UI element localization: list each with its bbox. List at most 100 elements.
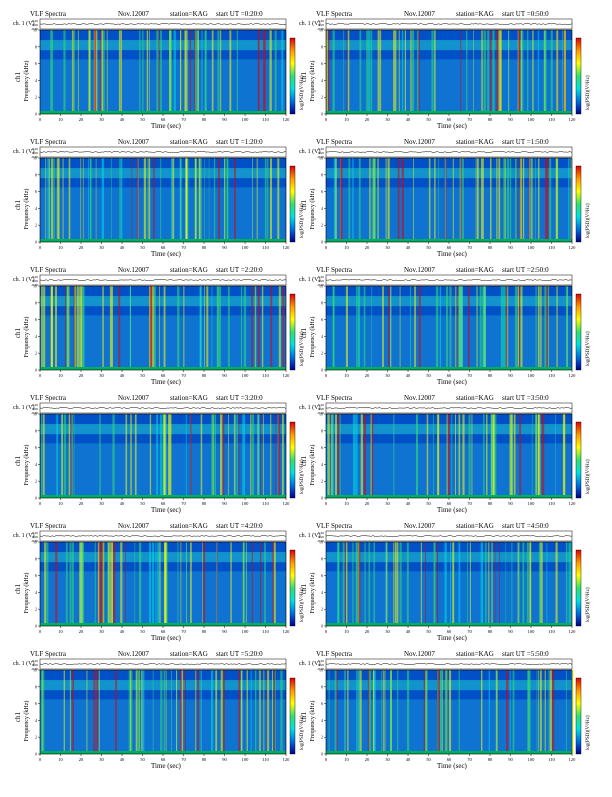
freq-tick-label: 2 <box>35 479 37 484</box>
time-tick-label: 30 <box>385 757 390 762</box>
freq-tick-label: 2 <box>321 351 323 356</box>
colorbar <box>289 165 296 243</box>
time-tick-label: 60 <box>161 245 166 250</box>
freq-tick-label: 0 <box>321 496 323 501</box>
panel-start-time: start UT =2:50:0 <box>502 266 549 274</box>
time-tick-label: 110 <box>262 117 269 122</box>
freq-tick-label: 2 <box>35 95 37 100</box>
time-tick-label: 40 <box>120 245 125 250</box>
freq-tick-label: 10 <box>33 284 37 289</box>
colorbar-label: log(PSD)(V²/Hz) <box>299 75 305 110</box>
panel-date: Nov.12007 <box>118 266 149 274</box>
time-tick-label: 0 <box>39 501 42 506</box>
ylabel-ch: ch1 <box>300 711 308 722</box>
ch-tick-label: 0.00 <box>32 151 38 155</box>
time-tick-label: 60 <box>447 117 452 122</box>
ylabel-ch: ch1 <box>300 71 308 82</box>
panel-station: station=KAG <box>170 10 208 18</box>
waveform-trace <box>39 407 287 409</box>
time-tick-label: 20 <box>365 245 370 250</box>
ch-tick-label: 0.20 <box>32 19 38 23</box>
time-tick-label: 40 <box>406 629 411 634</box>
time-tick-label: 110 <box>548 373 555 378</box>
time-tick-label: 80 <box>488 117 493 122</box>
ch-axis-label: ch. 1 (V) <box>13 20 35 27</box>
ch-tick-label: -0.20 <box>317 539 325 543</box>
waveform-frame <box>325 402 573 414</box>
time-tick-label: 10 <box>58 501 63 506</box>
time-tick-label: 120 <box>569 117 577 122</box>
waveform-trace <box>325 535 573 537</box>
panel-title: VLF Spectra <box>30 650 67 658</box>
time-tick-label: 120 <box>569 501 577 506</box>
time-tick-label: 110 <box>548 117 555 122</box>
time-tick-label: 10 <box>344 117 349 122</box>
freq-tick-label: 0 <box>321 112 323 117</box>
panel-start-time: start UT =2:20:0 <box>216 266 263 274</box>
ch-tick-label: -0.20 <box>317 411 325 415</box>
time-tick-label: 40 <box>120 757 125 762</box>
ch-tick-label: 0.00 <box>32 279 38 283</box>
time-tick-label: 30 <box>99 117 104 122</box>
panel-date: Nov.12007 <box>118 650 149 658</box>
freq-tick-label: 4 <box>35 334 37 339</box>
spectrogram-image <box>40 286 286 370</box>
freq-tick-label: 6 <box>35 573 37 578</box>
spectrogram-image <box>40 670 286 754</box>
ylabel-frequency: Frequency (kHz) <box>23 445 30 486</box>
time-tick-label: 100 <box>242 757 250 762</box>
time-tick-label: 110 <box>548 629 555 634</box>
ylabel-frequency: Frequency (kHz) <box>23 317 30 358</box>
time-tick-label: 100 <box>242 501 250 506</box>
panel-date: Nov.12007 <box>404 522 435 530</box>
ch-axis-label: ch. 1 (V) <box>299 20 321 27</box>
panel-station: station=KAG <box>456 650 494 658</box>
time-tick-label: 10 <box>344 373 349 378</box>
ylabel-ch: ch1 <box>14 711 22 722</box>
ch-tick-label: 0.20 <box>32 147 38 151</box>
time-tick-label: 110 <box>262 629 269 634</box>
panel-start-time: start UT =4:50:0 <box>502 522 549 530</box>
freq-tick-label: 0 <box>35 624 37 629</box>
time-tick-label: 80 <box>488 245 493 250</box>
colorbar-label: log(PSD)(V²/Hz) <box>299 715 305 750</box>
xlabel-time: Time (sec) <box>151 122 182 130</box>
panel-title: VLF Spectra <box>30 394 67 402</box>
panel-station: station=KAG <box>456 394 494 402</box>
time-tick-label: 60 <box>447 629 452 634</box>
time-tick-label: 0 <box>39 629 42 634</box>
freq-tick-label: 4 <box>321 462 323 467</box>
panel-title: VLF Spectra <box>316 394 353 402</box>
freq-tick-label: 2 <box>35 735 37 740</box>
time-tick-label: 110 <box>548 501 555 506</box>
time-tick-label: 80 <box>202 629 207 634</box>
xlabel-time: Time (sec) <box>151 378 182 386</box>
spectrogram-image <box>40 158 286 242</box>
panel-date: Nov.12007 <box>404 10 435 18</box>
spectrogram-image <box>326 414 572 498</box>
time-tick-label: 20 <box>79 501 84 506</box>
ch-axis-label: ch. 1 (V) <box>13 276 35 283</box>
freq-tick-label: 10 <box>33 540 37 545</box>
time-tick-label: 110 <box>262 373 269 378</box>
time-tick-label: 20 <box>365 501 370 506</box>
time-tick-label: 20 <box>365 757 370 762</box>
time-tick-label: 0 <box>325 629 328 634</box>
waveform-trace <box>39 535 287 537</box>
time-tick-label: 100 <box>528 501 536 506</box>
time-tick-label: 80 <box>202 373 207 378</box>
time-tick-label: 0 <box>39 117 42 122</box>
time-tick-label: 90 <box>222 501 227 506</box>
ch-tick-label: -0.20 <box>317 27 325 31</box>
time-tick-label: 70 <box>467 629 472 634</box>
ch-axis-label: ch. 1 (V) <box>299 404 321 411</box>
colorbar-label: log(PSD)(V²/Hz) <box>299 203 305 238</box>
freq-tick-label: 6 <box>321 317 323 322</box>
time-tick-label: 50 <box>140 757 145 762</box>
time-tick-label: 120 <box>283 501 291 506</box>
colorbar <box>575 293 582 371</box>
ch-axis-label: ch. 1 (V) <box>299 148 321 155</box>
ylabel-ch: ch1 <box>14 71 22 82</box>
freq-tick-label: 10 <box>319 28 323 33</box>
panel-title: VLF Spectra <box>316 522 353 530</box>
